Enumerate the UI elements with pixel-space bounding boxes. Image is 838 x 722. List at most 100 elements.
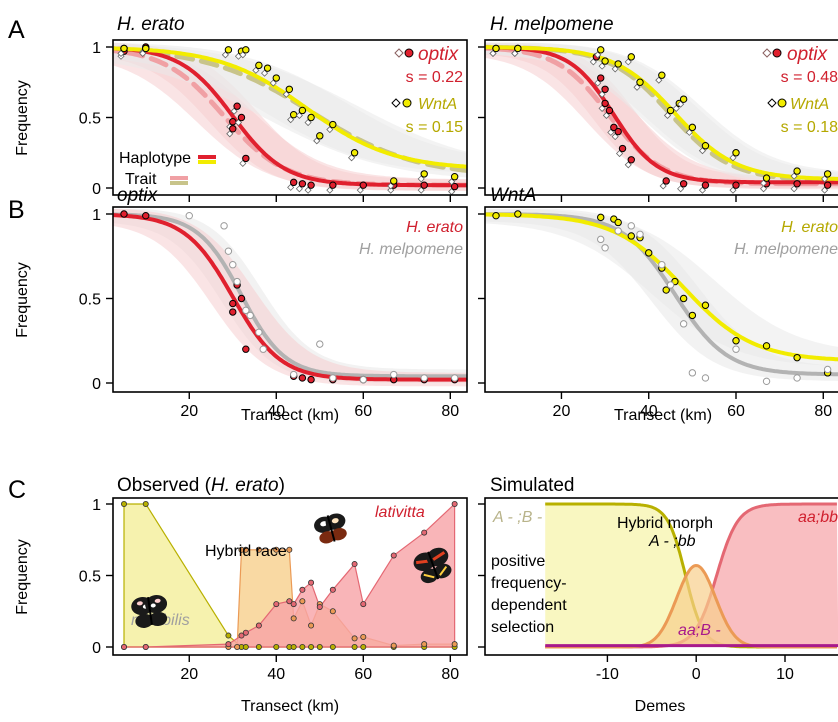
trait-diamond xyxy=(448,188,456,195)
point-erato xyxy=(237,294,246,303)
xlabel-b-right: Transect (km) xyxy=(614,407,712,424)
trait-diamond xyxy=(685,128,693,136)
annotation-sim-AB: A - ;B - xyxy=(492,509,542,526)
title-a-left: H. erato xyxy=(117,14,185,35)
data-point xyxy=(492,44,500,53)
trait-diamond xyxy=(759,185,768,193)
data-point xyxy=(614,127,622,136)
point-erato xyxy=(732,337,740,345)
data-point xyxy=(601,57,609,65)
panel-b-right-plot xyxy=(485,208,838,386)
trait-diamond xyxy=(659,182,667,190)
legend-diamond-optix xyxy=(394,48,404,58)
trait-diamond xyxy=(790,172,798,180)
xtick-label: 60 xyxy=(727,403,745,420)
xlabel-c-right: Demes xyxy=(635,698,686,715)
xtick-label: 20 xyxy=(553,403,571,420)
point-melpomene xyxy=(390,370,398,379)
trait-diamond xyxy=(269,79,277,87)
data-point xyxy=(450,173,459,181)
trait-diamond xyxy=(677,100,685,108)
trait-diamond xyxy=(239,159,247,167)
trait-diamond xyxy=(387,182,395,190)
trait-diamond xyxy=(226,130,234,138)
xtick-label: 80 xyxy=(441,403,459,420)
trait-diamond xyxy=(313,137,321,145)
trait-diamond xyxy=(594,51,602,59)
legend-optix-right-s: s = 0.48 xyxy=(781,69,838,86)
data-point xyxy=(793,167,801,175)
panel-c-right-plot xyxy=(545,502,838,649)
trait-diamond xyxy=(729,154,737,162)
point-notabilis xyxy=(142,500,149,507)
point-melpomene xyxy=(601,244,609,252)
trait-diamond xyxy=(611,133,619,141)
point-erato xyxy=(514,210,522,218)
annotation-sim-aaB: aa;B - xyxy=(678,622,721,639)
ytick-label: 1 xyxy=(92,207,101,224)
xtick-label: 20 xyxy=(180,666,198,683)
legend-dot-optix-right xyxy=(772,48,782,58)
sim-AB-fill xyxy=(545,504,838,647)
trait-diamond xyxy=(139,49,147,57)
point-lativitta xyxy=(451,500,458,507)
point-erato xyxy=(679,294,688,303)
data-point xyxy=(823,181,832,189)
data-point xyxy=(688,123,697,132)
point-melpomene xyxy=(185,211,193,220)
point-notabilis xyxy=(329,644,336,651)
data-point xyxy=(285,85,294,94)
ytick-label: 0 xyxy=(92,640,101,657)
legend-wnta-right-label: WntA xyxy=(790,96,829,113)
trait-diamond xyxy=(287,116,295,124)
point-hybrid-race xyxy=(451,641,458,648)
point-lativitta xyxy=(121,644,128,651)
point-melpomene xyxy=(246,311,254,320)
data-point xyxy=(636,78,644,86)
trait-diamond xyxy=(611,65,619,73)
point-hybrid-race xyxy=(242,546,249,553)
trait-diamond xyxy=(326,125,334,134)
xtick-label: 80 xyxy=(814,403,832,420)
point-melpomene xyxy=(688,369,697,377)
panel-b-right-frame xyxy=(484,206,838,393)
point-lativitta xyxy=(225,641,232,648)
trait-diamond xyxy=(790,185,798,193)
xtick-label: 60 xyxy=(354,666,372,683)
legend-b-right-melpomene: H. melpomene xyxy=(734,241,838,258)
trait-diamond xyxy=(489,49,497,57)
data-point xyxy=(242,154,250,163)
trait-diamond xyxy=(511,49,519,57)
trait-diamond xyxy=(252,66,260,74)
data-point xyxy=(610,123,618,132)
point-erato xyxy=(701,301,710,309)
data-point xyxy=(272,74,280,82)
data-point xyxy=(701,181,710,189)
trait-diamond xyxy=(672,104,680,112)
data-point xyxy=(732,181,740,189)
point-melpomene xyxy=(627,222,635,230)
legend-dot-wnta xyxy=(402,98,412,108)
panel-letter-c: C xyxy=(8,476,26,504)
point-notabilis xyxy=(225,632,232,639)
data-point xyxy=(316,132,324,140)
point-erato xyxy=(762,342,771,350)
legend-diamond-wnta xyxy=(391,98,401,108)
legend-dot-optix xyxy=(404,48,414,58)
legend-dot-wnta-right xyxy=(777,98,787,108)
annotation-hybrid-morph: Hybrid morph xyxy=(617,515,713,532)
xlabel-c-left: Transect (km) xyxy=(241,698,339,715)
panel-c-left-frame xyxy=(112,497,468,656)
panel-a-left-plot xyxy=(113,42,467,195)
point-hybrid-race xyxy=(290,615,297,622)
data-point xyxy=(701,142,710,150)
data-point xyxy=(601,85,609,94)
data-point xyxy=(255,61,263,70)
xtick-label: 0 xyxy=(692,666,701,683)
point-erato xyxy=(688,311,697,320)
butterfly-hybrid-icon xyxy=(314,513,347,544)
legend-a-right: optix s = 0.48 WntA s = 0.18 xyxy=(762,44,838,136)
annotation-hybrid-race: Hybrid race xyxy=(205,543,287,560)
data-point xyxy=(329,120,337,129)
curve-wnta-haplotype xyxy=(113,46,467,169)
